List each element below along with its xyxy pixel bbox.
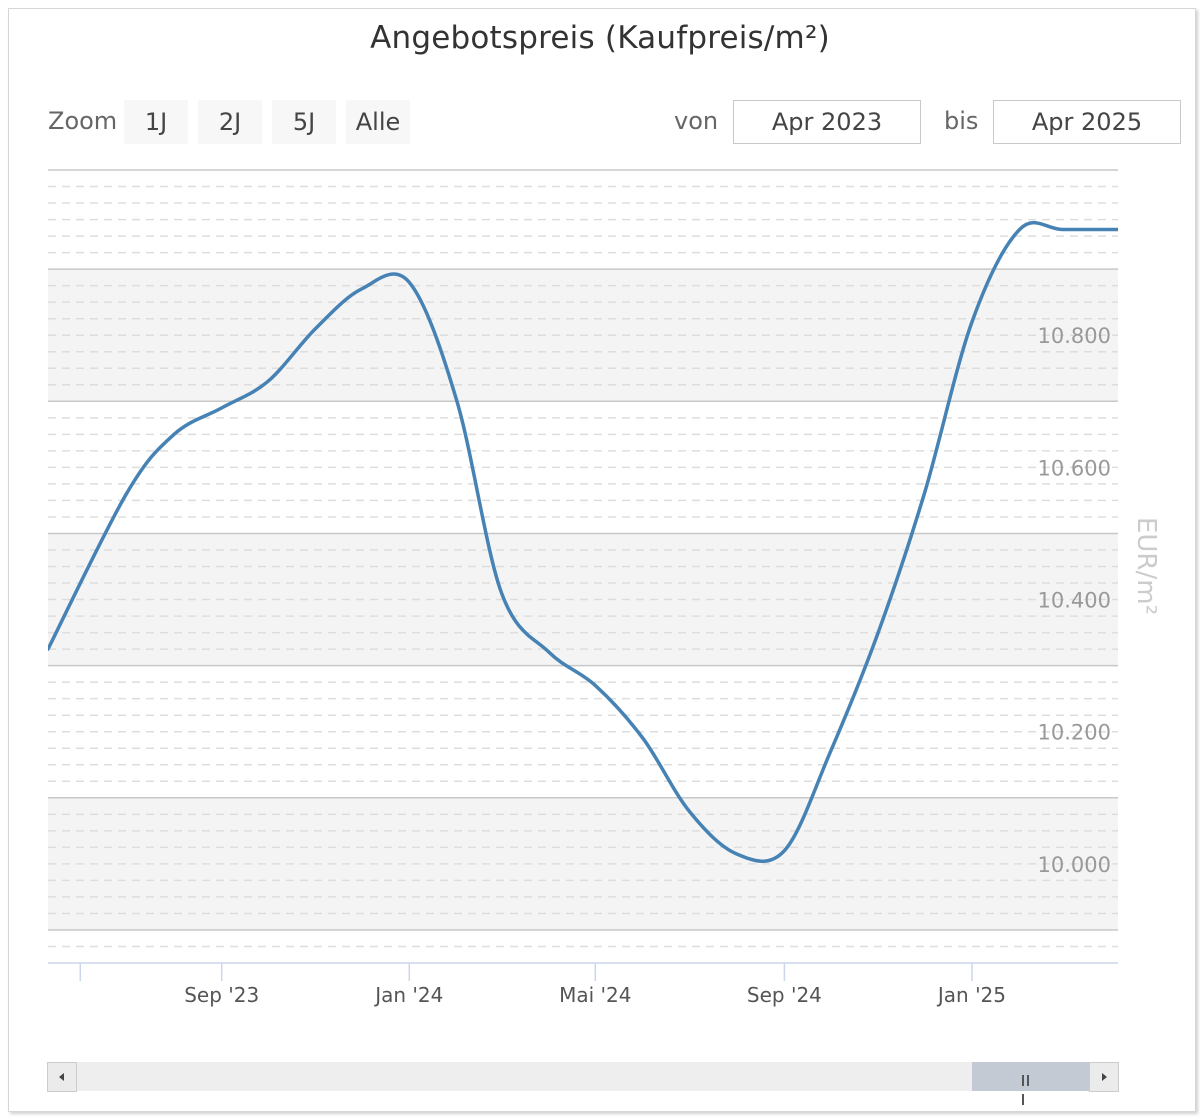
y-tick-label: 10.600 [1038, 456, 1111, 480]
zoom-label: Zoom [48, 107, 118, 135]
to-label: bis [944, 107, 979, 135]
y-axis-title: EUR/m² [1131, 517, 1161, 615]
x-tick-label: Sep '23 [184, 983, 259, 1007]
y-tick-label: 10.800 [1038, 324, 1111, 348]
scroll-left-button[interactable] [47, 1062, 77, 1092]
chevron-right-icon [1102, 1073, 1107, 1081]
scroll-right-button[interactable] [1089, 1062, 1119, 1092]
scrollbar-track[interactable] [47, 1062, 1117, 1091]
grip-icon [1022, 1071, 1036, 1105]
scrollbar-thumb[interactable] [972, 1062, 1090, 1105]
x-tick-label: Jan '25 [936, 983, 1006, 1007]
y-tick-label: 10.200 [1038, 721, 1111, 745]
series-line [48, 220, 1118, 863]
x-tick-label: Mai '24 [559, 983, 631, 1007]
x-tick-label: Jan '24 [373, 983, 443, 1007]
zoom-1j-button[interactable]: 1J [124, 100, 188, 144]
chart-title: Angebotspreis (Kaufpreis/m²) [370, 20, 830, 56]
from-label: von [674, 107, 719, 135]
chevron-left-icon [59, 1073, 64, 1081]
zoom-alle-button[interactable]: Alle [346, 100, 410, 144]
y-tick-label: 10.400 [1038, 589, 1111, 613]
y-tick-label: 10.000 [1038, 853, 1111, 877]
zoom-2j-button[interactable]: 2J [198, 100, 262, 144]
zoom-5j-button[interactable]: 5J [272, 100, 336, 144]
to-date-input[interactable]: Apr 2025 [993, 100, 1181, 144]
from-date-input[interactable]: Apr 2023 [733, 100, 921, 144]
x-tick-label: Sep '24 [747, 983, 822, 1007]
